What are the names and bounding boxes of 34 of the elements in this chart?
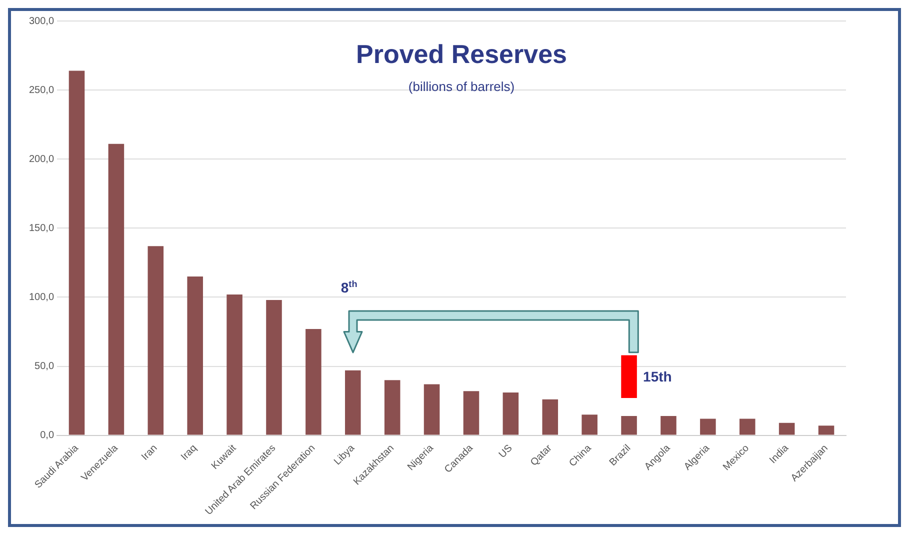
x-tick-label: Iran <box>140 442 160 463</box>
bar <box>345 370 361 435</box>
y-tick-label: 150,0 <box>28 222 54 234</box>
bar <box>502 392 519 435</box>
bar <box>818 426 834 435</box>
annotation: 15th <box>643 368 672 384</box>
bar <box>542 399 558 435</box>
y-tick-label: 50,0 <box>34 361 54 372</box>
y-tick-label: 100,0 <box>28 292 54 303</box>
bar <box>306 328 322 435</box>
bar <box>68 70 85 435</box>
bar <box>621 416 637 435</box>
bar <box>660 416 676 435</box>
bar <box>108 144 124 435</box>
y-tick-label: 250,0 <box>28 84 54 96</box>
bar <box>187 276 203 435</box>
text: (billions of barrels) <box>408 79 515 94</box>
bar <box>582 414 598 435</box>
x-tick-label: US <box>497 442 515 460</box>
y-tick-label: 0,0 <box>40 430 54 442</box>
bar <box>463 391 480 435</box>
y-tick-label: 200,0 <box>28 154 54 165</box>
bar <box>148 246 164 435</box>
bar <box>621 355 637 398</box>
bar <box>700 418 716 435</box>
bar <box>424 384 440 435</box>
bar <box>384 380 400 435</box>
bar <box>778 422 795 435</box>
y-tick-label: 300,0 <box>28 16 54 27</box>
bar <box>226 294 242 435</box>
bar <box>266 300 282 435</box>
text: Proved Reserves <box>356 39 568 69</box>
x-tick-label: Iraq <box>179 442 200 463</box>
bar <box>739 418 756 435</box>
